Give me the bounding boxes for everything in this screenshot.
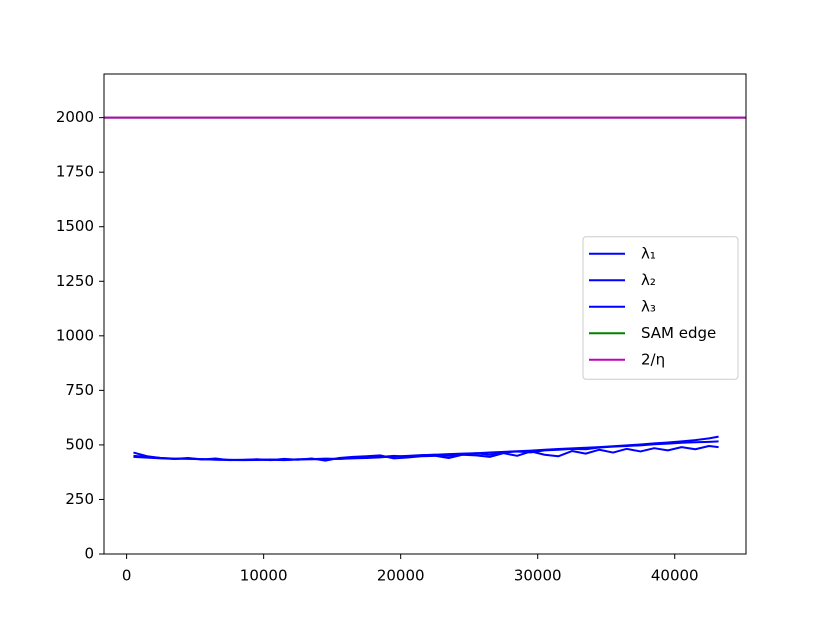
legend-label: λ₂ <box>641 271 656 289</box>
y-tick-label: 1250 <box>56 272 94 290</box>
series-line <box>133 445 719 462</box>
plot-frame <box>103 73 747 555</box>
y-tick-label: 2000 <box>56 108 94 126</box>
y-tick-label: 1500 <box>56 217 94 235</box>
x-tick-label: 10000 <box>240 567 288 585</box>
legend-label: λ₃ <box>641 297 656 315</box>
x-tick-label: 20000 <box>377 567 425 585</box>
y-tick-label: 1000 <box>56 326 94 344</box>
legend-label: SAM edge <box>641 324 716 342</box>
y-tick-label: 1750 <box>56 163 94 181</box>
y-tick-label: 0 <box>84 545 94 563</box>
x-tick-label: 40000 <box>651 567 699 585</box>
y-tick-label: 500 <box>65 435 94 453</box>
x-tick-label: 30000 <box>514 567 562 585</box>
y-tick-label: 250 <box>65 490 94 508</box>
y-tick-label: 750 <box>65 381 94 399</box>
legend-label: λ₁ <box>641 244 656 262</box>
legend-box <box>582 236 739 380</box>
x-tick-label: 0 <box>122 567 132 585</box>
legend-label: 2/η <box>641 350 665 368</box>
